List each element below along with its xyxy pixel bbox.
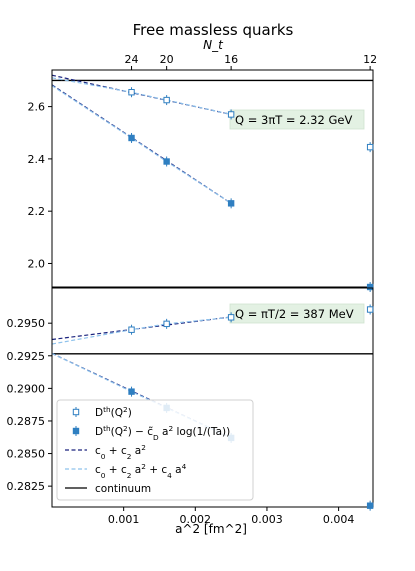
x-tick-label: 0.003 [251, 513, 283, 526]
y-tick-label: 2.2 [28, 205, 46, 218]
fit-line [51, 316, 232, 341]
top-tick-label: 24 [125, 53, 139, 66]
subtracted-point [163, 158, 170, 165]
data-point [163, 320, 170, 328]
fit-line [51, 77, 232, 116]
legend-frame [56, 399, 254, 501]
legend-label: Dth(Q2) [95, 405, 132, 420]
panel-frame [51, 69, 374, 288]
annotation-text: Q = πT/2 = 387 MeV [235, 307, 354, 321]
subtracted-point [227, 200, 235, 207]
legend-label: Dth(Q2) − c̃D a2 log(1/(Ta)) [95, 424, 230, 442]
data-point [163, 96, 170, 104]
legend-label: c0 + c2 a2 [95, 443, 146, 461]
fit-line [51, 316, 232, 345]
legend: Dth(Q2)Dth(Q2) − c̃D a2 log(1/(Ta))c0 + … [56, 399, 254, 501]
top-axis-label: N_t [203, 38, 224, 52]
legend-open-marker [72, 408, 80, 416]
legend-filled-marker [72, 427, 80, 435]
chart-title: Free massless quarks [133, 21, 294, 39]
y-tick-label: 0.2900 [7, 382, 46, 395]
panel-annotation: Q = πT/2 = 387 MeV [229, 303, 365, 324]
panel-annotation: Q = 3πT = 2.32 GeV [229, 109, 365, 130]
x-tick-label: 0.004 [323, 513, 355, 526]
x-tick-label: 0.002 [180, 513, 212, 526]
annotation-text: Q = 3πT = 2.32 GeV [235, 113, 352, 127]
subtracted-point [366, 502, 374, 509]
y-tick-label: 0.2875 [7, 415, 46, 428]
data-point [366, 143, 374, 151]
y-tick-label: 0.2950 [7, 317, 46, 330]
y-tick-label: 0.2925 [7, 350, 46, 363]
panel-1: 2.0 2.2 2.4 2.6 Q = 3πT = 2.32 GeV [28, 69, 374, 288]
subtracted-point [128, 388, 135, 395]
top-tick-label: 16 [224, 53, 238, 66]
panel-frame [51, 287, 374, 508]
y-tick-label: 2.4 [28, 153, 46, 166]
annotation-box [229, 303, 365, 324]
data-point [366, 306, 374, 313]
y-tick-label: 0.2825 [7, 480, 46, 493]
y-tick-label: 0.2850 [7, 448, 46, 461]
fit-line [51, 85, 232, 204]
top-tick-label: 20 [160, 53, 174, 66]
legend-label: continuum [95, 483, 151, 495]
data-point [128, 326, 135, 333]
plot-area: 2.0 2.2 2.4 2.6 Q = 3πT = 2.32 GeV 0.2825 0.28… [7, 53, 378, 526]
subtracted-point [366, 283, 374, 291]
annotation-box [229, 109, 365, 130]
y-tick-label: 2.0 [28, 257, 46, 270]
data-point [128, 89, 135, 96]
legend-label: c0 + c2 a2 + c4 a4 [95, 462, 187, 480]
y-tick-label: 2.6 [28, 101, 46, 114]
top-tick-label: 12 [363, 53, 377, 66]
x-axis-label: a^2 [fm^2] [175, 522, 247, 536]
x-tick-label: 0.001 [108, 513, 140, 526]
data-point [227, 111, 235, 118]
subtracted-point [128, 134, 135, 142]
data-point [227, 314, 235, 321]
